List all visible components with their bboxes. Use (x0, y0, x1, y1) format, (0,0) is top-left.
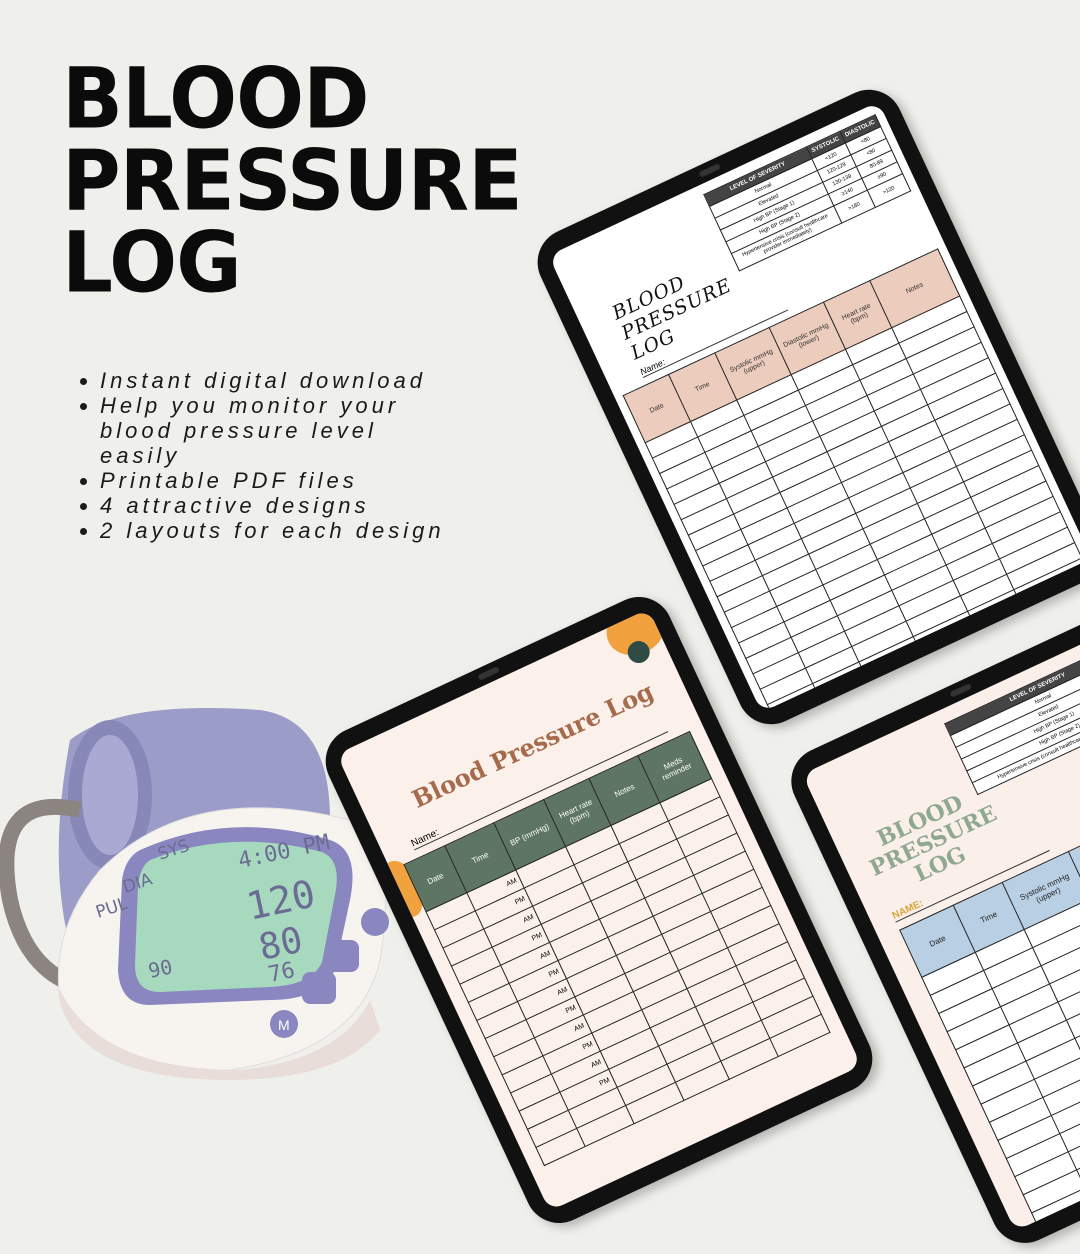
lcd-pulse-icon: 90 (146, 954, 175, 982)
headline-line: LOG (62, 213, 242, 312)
button-mode-label: M (278, 1017, 290, 1033)
log-title: BLOOD PRESSURE LOG (865, 789, 1002, 888)
bp-monitor-illustration: SYS DIA PUL 4:00 PM 120 80 76 90 M (0, 708, 389, 1080)
lcd-pulse: 76 (266, 958, 297, 988)
feature-item: 4 attractive designs (100, 493, 460, 518)
feature-item: Instant digital download (100, 368, 460, 393)
lcd-diastolic: 80 (255, 920, 306, 969)
cuff-inner (82, 735, 138, 855)
feature-list: Instant digital downloadHelp you monitor… (78, 368, 460, 543)
button-mode (270, 1010, 298, 1038)
log-table: Date Time BP (mmHg) Heart rate (bpm) Notes Me… (403, 731, 830, 1166)
lcd (135, 841, 337, 992)
headline-line: BLOOD (62, 49, 370, 148)
button-down (302, 972, 336, 1004)
headline: BLOOD PRESSURE LOG (62, 49, 523, 312)
tablet-screen: LEVEL OF SEVERITY Normal Elevated High BP (… (802, 622, 1080, 1232)
button-up (325, 940, 359, 972)
headline-line: PRESSURE (62, 131, 523, 230)
monitor-base (60, 990, 380, 1080)
feature-item: 2 layouts for each design (100, 518, 460, 543)
button-power (361, 908, 389, 936)
feature-item: Help you monitor your blood pressure lev… (100, 393, 460, 468)
severity-table: LEVEL OF SEVERITY Normal Elevated High BP (… (944, 639, 1080, 796)
feature-item: Printable PDF files (100, 468, 460, 493)
severity-table: LEVEL OF SEVERITY SYSTOLIC DIASTOLIC Normal… (703, 114, 912, 272)
